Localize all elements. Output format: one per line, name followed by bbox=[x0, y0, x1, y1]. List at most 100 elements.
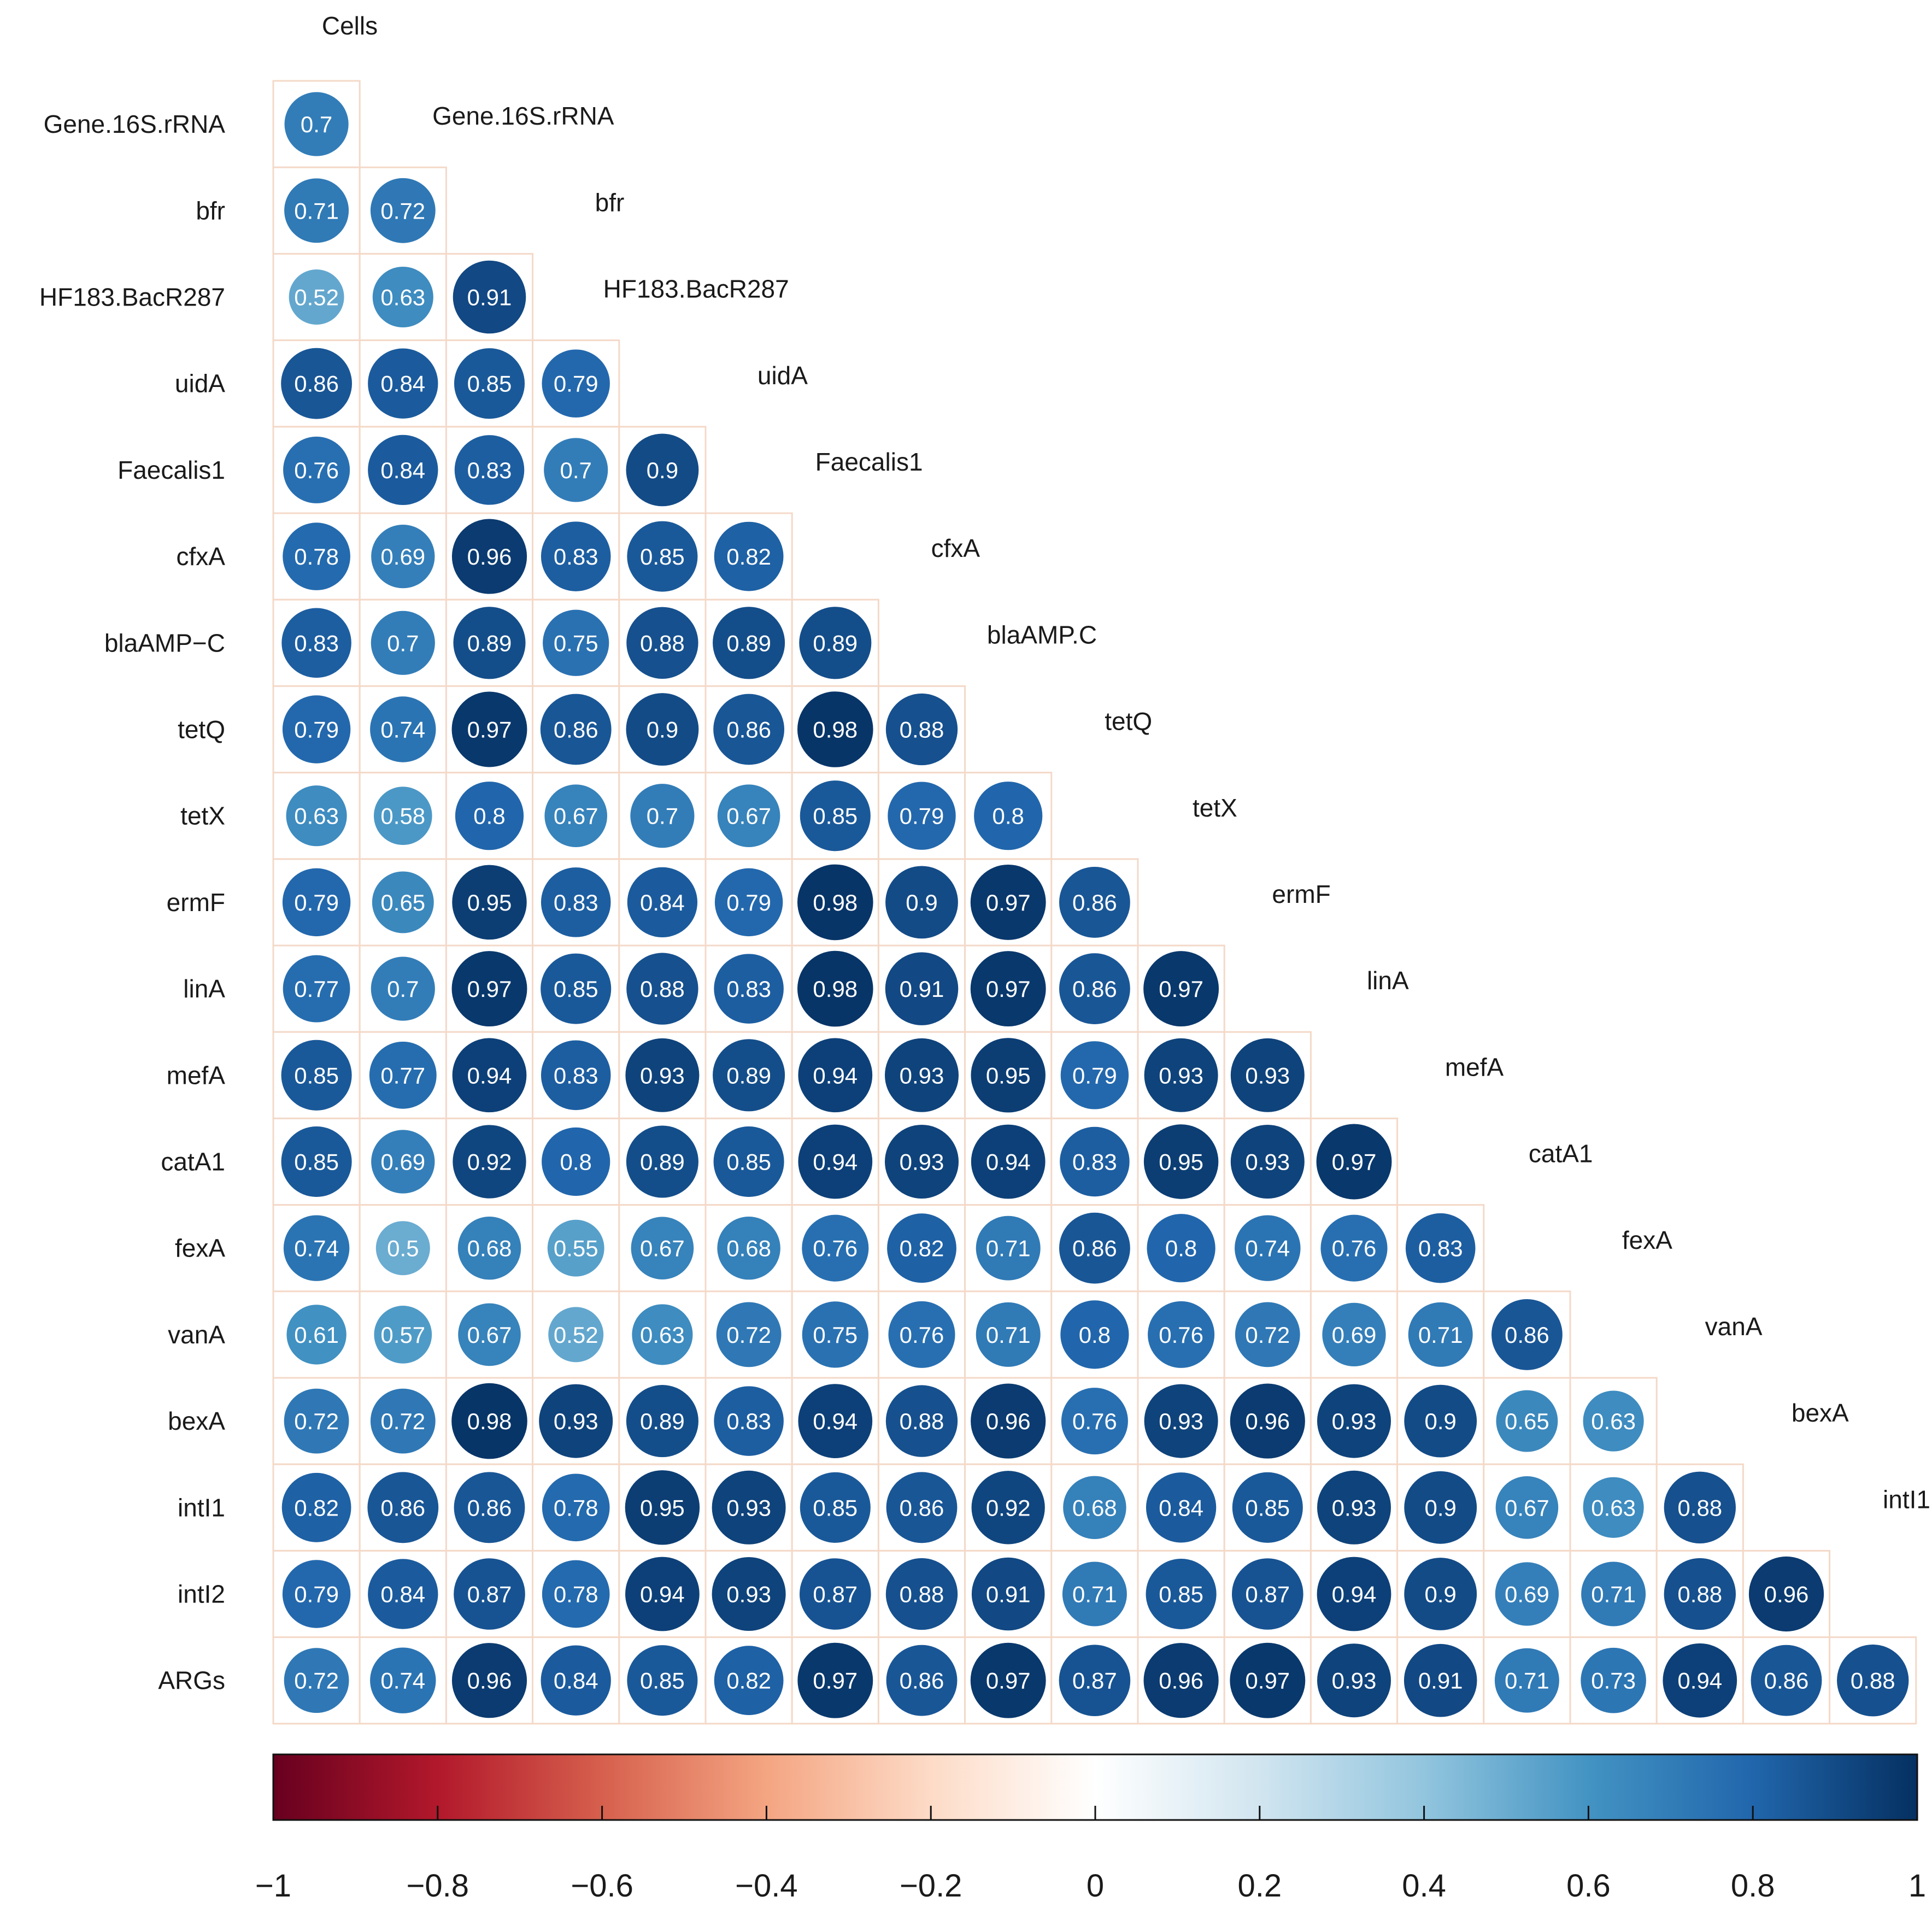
data-label: 0.91 bbox=[467, 285, 512, 310]
data-label: 0.97 bbox=[1159, 976, 1203, 1002]
correlation-circle bbox=[371, 610, 435, 675]
data-label: 0.67 bbox=[554, 803, 598, 829]
data-label: 0.95 bbox=[986, 1062, 1031, 1088]
row-label: HF183.BacR287 bbox=[39, 283, 225, 312]
correlation-circle bbox=[370, 696, 436, 762]
correlation-circle bbox=[1232, 1558, 1303, 1630]
data-label: 0.8 bbox=[473, 803, 505, 829]
data-label: 0.79 bbox=[554, 371, 598, 397]
data-label: 0.84 bbox=[1159, 1495, 1203, 1520]
correlation-circle bbox=[1664, 1558, 1736, 1630]
data-label: 0.93 bbox=[1332, 1668, 1377, 1694]
correlation-circle bbox=[1751, 1645, 1822, 1716]
data-label: 0.92 bbox=[986, 1495, 1031, 1520]
correlation-circle bbox=[885, 1558, 958, 1630]
correlation-circle bbox=[1235, 1302, 1300, 1367]
data-label: 0.83 bbox=[1418, 1236, 1463, 1261]
data-label: 0.93 bbox=[640, 1062, 685, 1088]
data-label: 0.85 bbox=[813, 803, 858, 829]
data-label: 0.83 bbox=[554, 544, 598, 569]
correlation-circle bbox=[1144, 1038, 1218, 1112]
data-label: 0.93 bbox=[900, 1062, 944, 1088]
data-label: 0.71 bbox=[1072, 1582, 1117, 1607]
data-label: 0.96 bbox=[1245, 1408, 1290, 1434]
colorbar-tick-label: −1 bbox=[255, 1868, 291, 1904]
correlation-circle bbox=[283, 522, 350, 590]
correlation-circle bbox=[1060, 1300, 1129, 1369]
data-label: 0.85 bbox=[1245, 1495, 1290, 1520]
data-label: 0.71 bbox=[986, 1322, 1031, 1348]
correlation-circle bbox=[627, 1645, 698, 1716]
correlation-circle bbox=[971, 1557, 1045, 1631]
data-label: 0.93 bbox=[1159, 1062, 1203, 1088]
correlation-circle bbox=[1404, 1558, 1477, 1630]
correlation-circle bbox=[798, 1384, 873, 1458]
colorbar-tick-label: 1 bbox=[1908, 1868, 1926, 1904]
correlation-circle bbox=[281, 608, 351, 678]
data-label: 0.58 bbox=[380, 803, 425, 829]
correlation-circle bbox=[714, 521, 784, 591]
correlation-circle bbox=[802, 1301, 868, 1368]
data-label: 0.71 bbox=[1418, 1322, 1463, 1348]
data-label: 0.87 bbox=[1245, 1582, 1290, 1607]
correlation-circle bbox=[1059, 1645, 1131, 1716]
correlation-circle bbox=[454, 1472, 525, 1543]
row-label: catA1 bbox=[161, 1148, 225, 1176]
correlation-circle bbox=[800, 1558, 871, 1630]
data-label: 0.74 bbox=[380, 717, 425, 743]
data-label: 0.65 bbox=[380, 890, 425, 915]
data-label: 0.87 bbox=[467, 1582, 512, 1607]
data-label: 0.88 bbox=[900, 1408, 944, 1434]
column-label: Faecalis1 bbox=[815, 448, 923, 476]
correlation-circle bbox=[1059, 953, 1130, 1025]
data-label: 0.77 bbox=[294, 976, 339, 1002]
correlation-circle bbox=[281, 348, 353, 419]
correlation-circle bbox=[1235, 1215, 1301, 1281]
data-label: 0.86 bbox=[726, 717, 771, 743]
correlation-circle bbox=[289, 269, 344, 325]
data-label: 0.9 bbox=[647, 457, 678, 483]
colorbar-tick-label: 0 bbox=[1087, 1868, 1104, 1904]
correlation-circle bbox=[452, 1038, 527, 1113]
data-label: 0.5 bbox=[387, 1236, 419, 1261]
correlation-circle bbox=[713, 694, 785, 765]
data-label: 0.97 bbox=[986, 890, 1031, 915]
data-label: 0.96 bbox=[467, 544, 512, 569]
correlation-circle bbox=[371, 524, 435, 589]
data-label: 0.94 bbox=[813, 1408, 858, 1434]
data-label: 0.74 bbox=[380, 1668, 425, 1694]
correlation-circle bbox=[1320, 1214, 1388, 1282]
column-label: catA1 bbox=[1529, 1140, 1593, 1168]
correlation-circle bbox=[451, 951, 527, 1027]
correlation-circle bbox=[625, 1038, 700, 1112]
data-label: 0.93 bbox=[1159, 1408, 1203, 1434]
data-label: 0.84 bbox=[640, 890, 685, 915]
correlation-circle bbox=[453, 607, 526, 679]
row-label: mefA bbox=[167, 1061, 226, 1089]
data-label: 0.9 bbox=[647, 717, 678, 743]
data-label: 0.55 bbox=[554, 1236, 598, 1261]
correlation-circle bbox=[799, 607, 872, 679]
correlation-circle bbox=[885, 866, 958, 939]
data-label: 0.65 bbox=[1505, 1408, 1549, 1434]
data-label: 0.86 bbox=[900, 1668, 944, 1694]
data-label: 0.71 bbox=[986, 1236, 1031, 1261]
colorbar-tick-label: −0.4 bbox=[735, 1868, 798, 1904]
data-label: 0.93 bbox=[1245, 1062, 1290, 1088]
data-label: 0.75 bbox=[813, 1322, 858, 1348]
correlation-circle bbox=[1317, 1384, 1391, 1458]
data-label: 0.83 bbox=[554, 1062, 598, 1088]
correlation-circle bbox=[542, 1127, 610, 1196]
correlation-circle bbox=[1146, 1558, 1217, 1630]
data-label: 0.98 bbox=[813, 976, 858, 1002]
correlation-circle bbox=[541, 1040, 611, 1111]
correlation-circle bbox=[370, 178, 436, 243]
correlation-circle bbox=[713, 1126, 784, 1197]
data-label: 0.52 bbox=[294, 285, 339, 310]
data-label: 0.85 bbox=[467, 371, 512, 397]
data-label: 0.83 bbox=[294, 630, 339, 656]
correlation-circle bbox=[884, 1038, 959, 1112]
colorbar-tick-label: −0.6 bbox=[571, 1868, 633, 1904]
row-label: tetX bbox=[180, 802, 225, 830]
data-label: 0.97 bbox=[467, 976, 512, 1002]
